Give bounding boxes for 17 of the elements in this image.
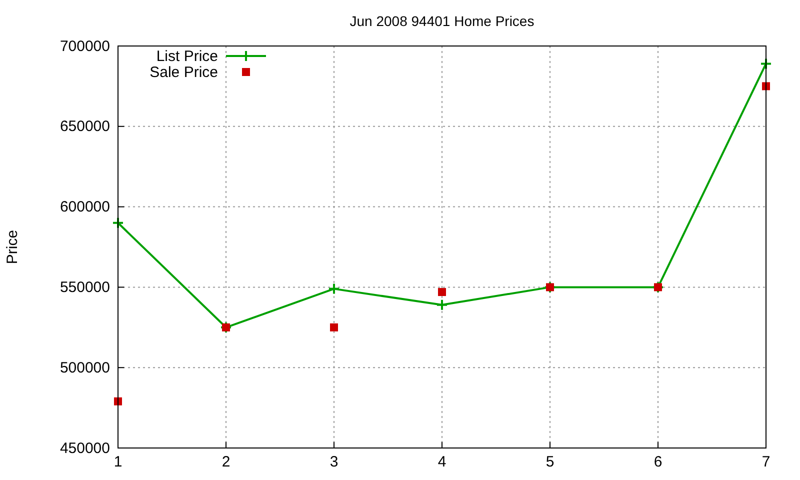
y-tick-label: 450000: [60, 440, 110, 457]
y-tick-label: 700000: [60, 38, 110, 55]
x-tick-label: 2: [222, 454, 230, 471]
y-tick-label: 600000: [60, 198, 110, 216]
legend-label: Sale Price: [150, 64, 218, 81]
x-tick-label: 7: [762, 454, 770, 471]
legend-label: List Price: [156, 48, 218, 65]
chart-title: Jun 2008 94401 Home Prices: [350, 13, 534, 29]
x-tick-label: 6: [654, 454, 662, 471]
y-tick-label: 550000: [60, 279, 110, 296]
y-axis-title: Price: [4, 230, 21, 264]
x-tick-label: 4: [438, 454, 446, 471]
x-tick-label: 3: [330, 454, 338, 471]
y-tick-label: 500000: [60, 359, 110, 376]
x-tick-label: 5: [546, 454, 554, 471]
y-tick-label: 650000: [60, 118, 110, 136]
x-tick-label: 1: [114, 454, 122, 471]
